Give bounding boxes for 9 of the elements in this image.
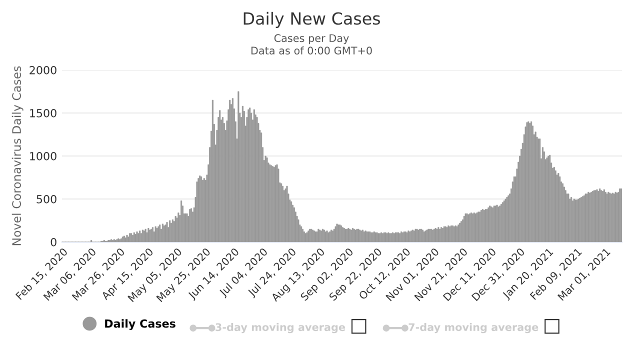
y-tick-label: 2000 [30, 66, 56, 74]
chart-subtitle: Cases per Day Data as of 0:00 GMT+0 [251, 34, 372, 55]
y-tick-label: 1500 [30, 108, 56, 118]
legend-label: Daily Cases [105, 319, 176, 330]
y-tick-label: 1000 [30, 152, 56, 160]
chart-title: Daily New Cases [244, 12, 380, 28]
y-axis-title: Novel Coronavirus Daily Cases [12, 66, 24, 246]
y-tick-label: 0 [50, 238, 56, 246]
y-tick-label: 500 [36, 194, 56, 204]
